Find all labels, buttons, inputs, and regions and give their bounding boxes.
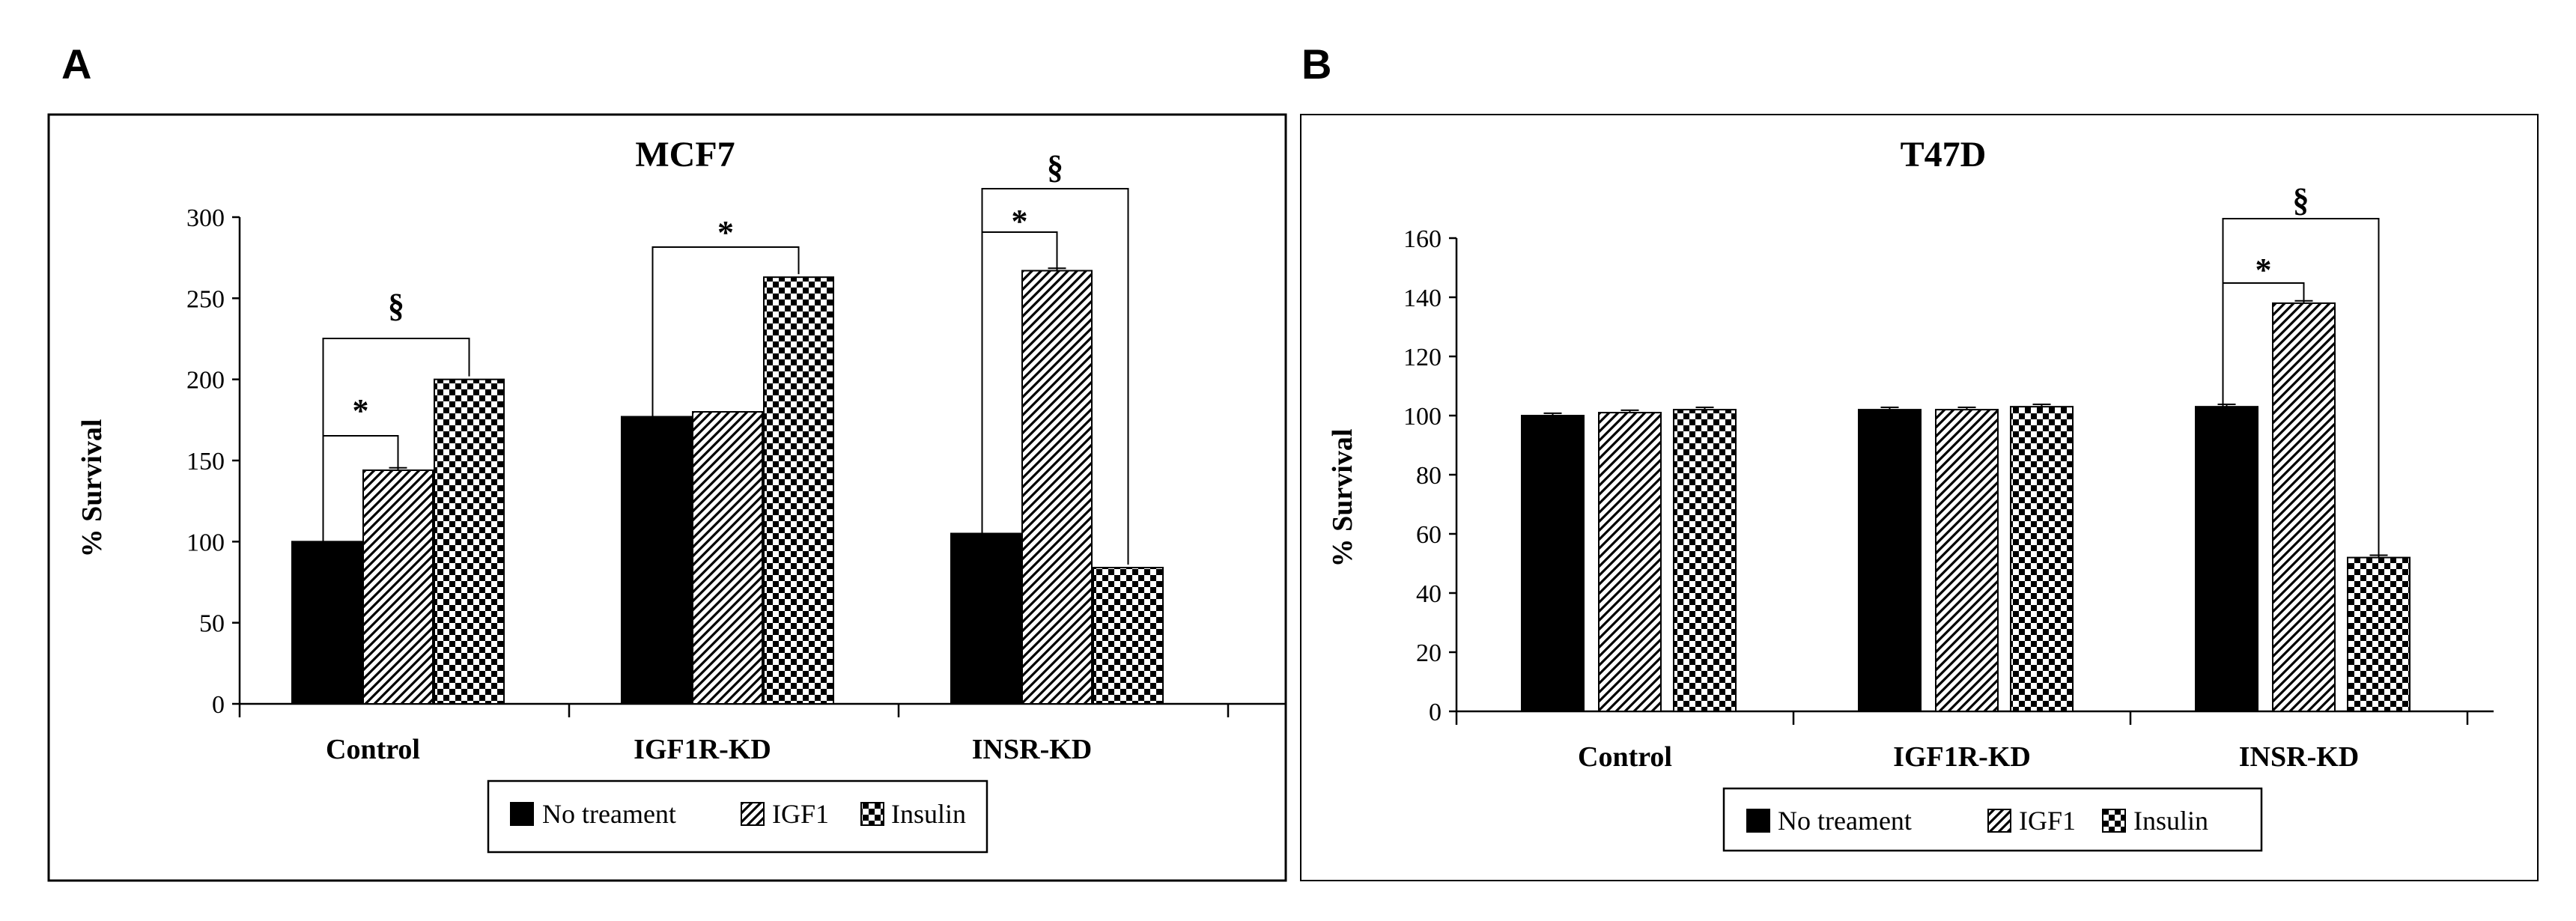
bar-insr-kd-no-treament: [950, 532, 1021, 705]
panel-frame-a: [47, 113, 1287, 882]
y-axis-label-b: % Survival: [1327, 429, 1358, 568]
bar-igf1r-kd-no-treament: [1858, 409, 1922, 712]
y-tick-label: 0: [212, 691, 225, 719]
legend-label-igf1: IGF1: [2019, 806, 2076, 836]
legend-label-no-treament: No treament: [1778, 806, 1912, 836]
y-tick-label: 250: [186, 285, 225, 313]
y-tick-label: 300: [186, 204, 225, 232]
legend-a: No treament IGF1 Insulin: [487, 779, 988, 854]
plot-area-a: 0 50 100 150 200 250 300 Control IGF1R-KD INSR-KD…: [186, 149, 1286, 765]
y-tick-label: 80: [1416, 462, 1442, 490]
bar-control-igf1: [362, 469, 434, 705]
significance-bracket: §: [322, 288, 470, 542]
bar-igf1r-kd-igf1: [692, 411, 763, 705]
category-label-insr-kd: INSR-KD: [2239, 741, 2359, 773]
y-tick-label: 60: [1416, 521, 1442, 549]
bar-insr-kd-igf1: [1021, 270, 1093, 705]
panel-label-a: A: [61, 40, 91, 88]
legend-b: No treament IGF1 Insulin: [1722, 787, 2263, 852]
chart-title-b: T47D: [1901, 135, 1987, 174]
y-tick-label: 160: [1403, 225, 1442, 253]
significance-symbol: *: [2255, 252, 2272, 288]
y-tick-label: 120: [1403, 344, 1442, 371]
legend-label-insulin: Insulin: [891, 799, 966, 829]
bar-igf1r-kd-insulin: [763, 276, 834, 705]
bracket-line: [2222, 218, 2380, 555]
bar-control-no-treament: [1521, 415, 1585, 712]
bar-insr-kd-insulin: [2347, 556, 2411, 712]
legend-swatch-insulin: [860, 802, 884, 826]
y-tick-label: 50: [199, 610, 225, 638]
significance-symbol: §: [388, 288, 404, 324]
bar-igf1r-kd-insulin: [2010, 406, 2074, 713]
panel-b: B T47D % Survival 0 20 40 60 80 100 120 140 160 C…: [1300, 40, 2539, 881]
legend-label-igf1: IGF1: [772, 799, 829, 829]
bar-igf1r-kd-igf1: [1935, 409, 1999, 712]
category-label-igf1r-kd: IGF1R-KD: [634, 734, 771, 765]
significance-symbol: §: [1047, 149, 1063, 186]
bar-insr-kd-no-treament: [2195, 406, 2258, 713]
category-label-control: Control: [326, 734, 420, 765]
bar-control-insulin: [434, 378, 505, 705]
bracket-line: [981, 188, 1129, 565]
significance-bracket: §: [981, 149, 1129, 565]
plot-area-b: 0 20 40 60 80 100 120 140 160 Control IGF1R-KD INSR…: [1403, 182, 2494, 773]
category-label-insr-kd: INSR-KD: [972, 734, 1092, 765]
category-label-igf1r-kd: IGF1R-KD: [1893, 741, 2031, 773]
legend-label-no-treament: No treament: [542, 799, 676, 829]
legend-swatch-insulin: [2102, 809, 2126, 833]
significance-bracket: §: [2222, 182, 2380, 555]
bar-insr-kd-insulin: [1093, 567, 1164, 705]
significance-bracket: *: [651, 214, 800, 417]
significance-symbol: *: [717, 214, 734, 251]
bracket-line: [322, 338, 470, 542]
y-tick-label: 20: [1416, 639, 1442, 667]
y-tick-label: 100: [1403, 403, 1442, 431]
bar-control-insulin: [1673, 409, 1737, 712]
legend-box: [487, 779, 988, 854]
chart-title-a: MCF7: [635, 135, 735, 174]
panel-a: A MCF7 % Survival 0 50 100 150 200 250 300 Cont…: [47, 40, 1287, 882]
legend-swatch-igf1: [1987, 809, 2011, 833]
legend-swatch-no-treament: [510, 802, 534, 826]
legend-swatch-igf1: [741, 802, 765, 826]
y-tick-label: 40: [1416, 580, 1442, 608]
bar-control-no-treament: [291, 541, 362, 705]
panel-label-b: B: [1301, 40, 1331, 88]
y-tick-label: 150: [186, 448, 225, 475]
y-tick-label: 0: [1429, 699, 1442, 726]
legend-swatch-no-treament: [1746, 809, 1770, 833]
bracket-line: [651, 246, 800, 417]
y-axis-label-a: % Survival: [76, 419, 108, 558]
significance-symbol: *: [353, 392, 369, 429]
y-tick-label: 100: [186, 529, 225, 556]
y-tick-label: 200: [186, 367, 225, 395]
bar-control-igf1: [1598, 412, 1662, 712]
bar-insr-kd-igf1: [2272, 302, 2336, 712]
significance-symbol: §: [2293, 182, 2309, 219]
significance-symbol: *: [1012, 203, 1028, 240]
legend-label-insulin: Insulin: [2133, 806, 2208, 836]
y-tick-label: 140: [1403, 285, 1442, 312]
panel-frame-b: [1300, 114, 2539, 881]
bar-igf1r-kd-no-treament: [621, 416, 692, 705]
category-label-control: Control: [1578, 741, 1672, 773]
